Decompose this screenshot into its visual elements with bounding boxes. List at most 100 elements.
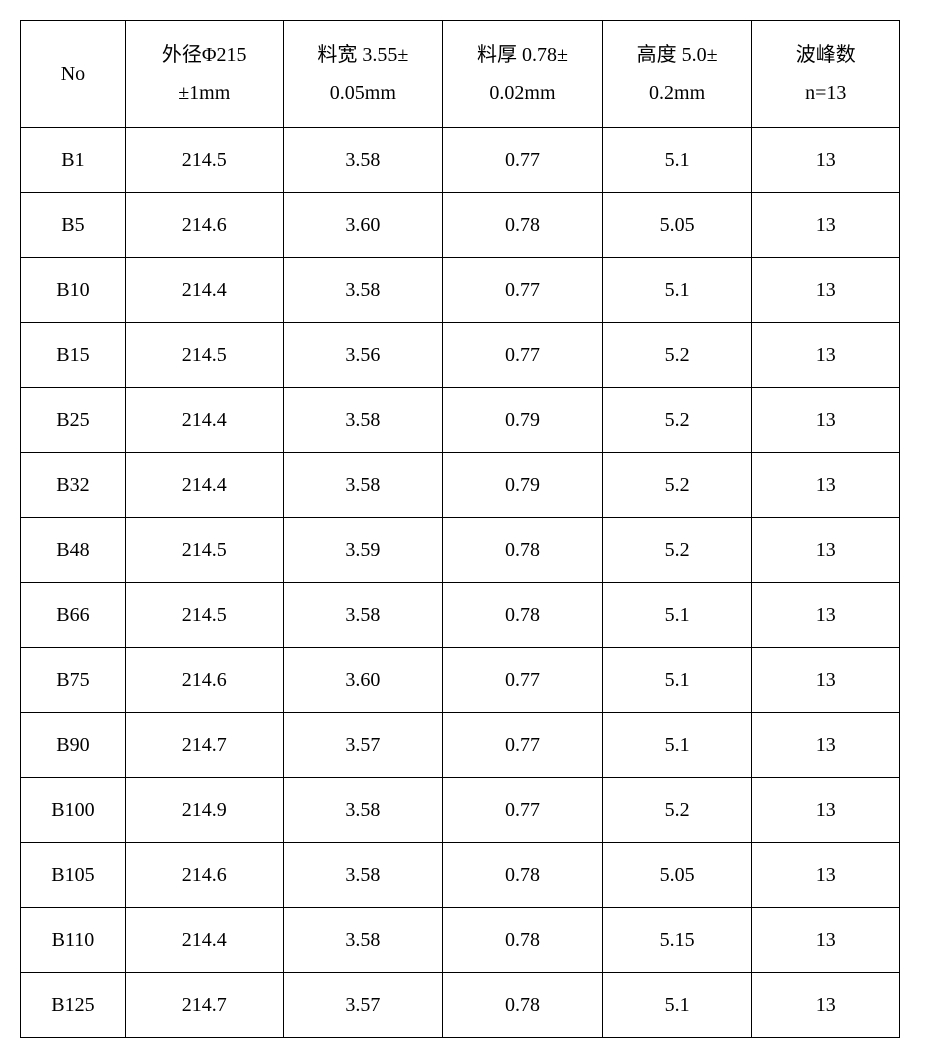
table-cell: 13 xyxy=(752,388,900,453)
table-row: B75214.63.600.775.113 xyxy=(21,648,900,713)
table-cell: 13 xyxy=(752,583,900,648)
table-cell: 5.1 xyxy=(602,648,752,713)
table-cell: 5.2 xyxy=(602,388,752,453)
header-wave-count: 波峰数 n=13 xyxy=(752,21,900,128)
header-no-l1: No xyxy=(61,63,85,85)
table-cell: 5.05 xyxy=(602,193,752,258)
table-cell: 0.79 xyxy=(443,388,603,453)
table-cell: B75 xyxy=(21,648,126,713)
table-cell: 3.57 xyxy=(283,713,443,778)
table-cell: B90 xyxy=(21,713,126,778)
header-h-l1: 高度 5.0± xyxy=(637,44,718,66)
header-n-l1: 波峰数 xyxy=(796,44,856,66)
table-cell: 214.5 xyxy=(125,583,283,648)
table-cell: 0.78 xyxy=(443,518,603,583)
table-cell: 0.77 xyxy=(443,713,603,778)
table-cell: 214.4 xyxy=(125,388,283,453)
header-outer-diameter: 外径Φ215 ±1mm xyxy=(125,21,283,128)
table-cell: 5.2 xyxy=(602,518,752,583)
table-cell: 5.1 xyxy=(602,258,752,323)
table-cell: 3.57 xyxy=(283,973,443,1038)
table-cell: 13 xyxy=(752,323,900,388)
table-row: B105214.63.580.785.0513 xyxy=(21,843,900,908)
table-cell: 3.58 xyxy=(283,843,443,908)
table-cell: 214.6 xyxy=(125,648,283,713)
table-cell: 5.2 xyxy=(602,778,752,843)
table-cell: 0.77 xyxy=(443,258,603,323)
header-thickness: 料厚 0.78± 0.02mm xyxy=(443,21,603,128)
table-cell: 3.58 xyxy=(283,258,443,323)
table-cell: B15 xyxy=(21,323,126,388)
table-cell: B105 xyxy=(21,843,126,908)
header-no: No xyxy=(21,21,126,128)
table-row: B32214.43.580.795.213 xyxy=(21,453,900,518)
table-cell: 214.6 xyxy=(125,843,283,908)
table-row: B1214.53.580.775.113 xyxy=(21,128,900,193)
table-cell: 3.58 xyxy=(283,778,443,843)
header-od-l1: 外径Φ215 xyxy=(162,44,247,66)
table-cell: 214.4 xyxy=(125,453,283,518)
table-row: B10214.43.580.775.113 xyxy=(21,258,900,323)
table-cell: 13 xyxy=(752,973,900,1038)
table-cell: B110 xyxy=(21,908,126,973)
table-cell: 0.78 xyxy=(443,908,603,973)
table-cell: 13 xyxy=(752,843,900,908)
table-cell: B1 xyxy=(21,128,126,193)
header-w-l1: 料宽 3.55± xyxy=(317,44,408,66)
table-cell: 5.1 xyxy=(602,128,752,193)
table-row: B100214.93.580.775.213 xyxy=(21,778,900,843)
table-cell: 13 xyxy=(752,778,900,843)
table-cell: B125 xyxy=(21,973,126,1038)
table-cell: 3.60 xyxy=(283,648,443,713)
table-cell: 13 xyxy=(752,128,900,193)
table-cell: B66 xyxy=(21,583,126,648)
table-cell: B5 xyxy=(21,193,126,258)
table-cell: B25 xyxy=(21,388,126,453)
table-cell: 0.79 xyxy=(443,453,603,518)
header-w-l2: 0.05mm xyxy=(330,82,396,104)
table-cell: 214.6 xyxy=(125,193,283,258)
table-row: B66214.53.580.785.113 xyxy=(21,583,900,648)
table-cell: 13 xyxy=(752,908,900,973)
measurement-table: No 外径Φ215 ±1mm 料宽 3.55± 0.05mm 料厚 0.78± … xyxy=(20,20,900,1038)
header-width: 料宽 3.55± 0.05mm xyxy=(283,21,443,128)
table-row: B90214.73.570.775.113 xyxy=(21,713,900,778)
table-cell: 3.58 xyxy=(283,388,443,453)
table-cell: 13 xyxy=(752,193,900,258)
table-cell: 214.5 xyxy=(125,128,283,193)
table-cell: 214.5 xyxy=(125,323,283,388)
table-cell: 13 xyxy=(752,453,900,518)
table-cell: 0.77 xyxy=(443,648,603,713)
table-cell: 3.58 xyxy=(283,453,443,518)
table-cell: 214.4 xyxy=(125,258,283,323)
table-cell: 13 xyxy=(752,518,900,583)
header-od-l2: ±1mm xyxy=(178,82,230,104)
header-n-l2: n=13 xyxy=(805,82,846,104)
table-cell: 0.78 xyxy=(443,583,603,648)
table-cell: 0.77 xyxy=(443,128,603,193)
header-t-l2: 0.02mm xyxy=(489,82,555,104)
table-cell: 13 xyxy=(752,258,900,323)
table-cell: 5.15 xyxy=(602,908,752,973)
table-cell: 3.60 xyxy=(283,193,443,258)
table-row: B110214.43.580.785.1513 xyxy=(21,908,900,973)
table-cell: 214.5 xyxy=(125,518,283,583)
header-row: No 外径Φ215 ±1mm 料宽 3.55± 0.05mm 料厚 0.78± … xyxy=(21,21,900,128)
table-cell: 0.78 xyxy=(443,843,603,908)
table-row: B15214.53.560.775.213 xyxy=(21,323,900,388)
table-cell: B48 xyxy=(21,518,126,583)
table-cell: 5.2 xyxy=(602,323,752,388)
header-t-l1: 料厚 0.78± xyxy=(477,44,568,66)
table-cell: 214.9 xyxy=(125,778,283,843)
header-height: 高度 5.0± 0.2mm xyxy=(602,21,752,128)
table-cell: 5.05 xyxy=(602,843,752,908)
table-cell: 3.58 xyxy=(283,908,443,973)
table-cell: 214.7 xyxy=(125,713,283,778)
table-cell: 0.78 xyxy=(443,973,603,1038)
table-cell: 5.2 xyxy=(602,453,752,518)
table-body: B1214.53.580.775.113B5214.63.600.785.051… xyxy=(21,128,900,1038)
table-cell: 0.78 xyxy=(443,193,603,258)
table-cell: B10 xyxy=(21,258,126,323)
table-row: B48214.53.590.785.213 xyxy=(21,518,900,583)
table-cell: 3.58 xyxy=(283,128,443,193)
